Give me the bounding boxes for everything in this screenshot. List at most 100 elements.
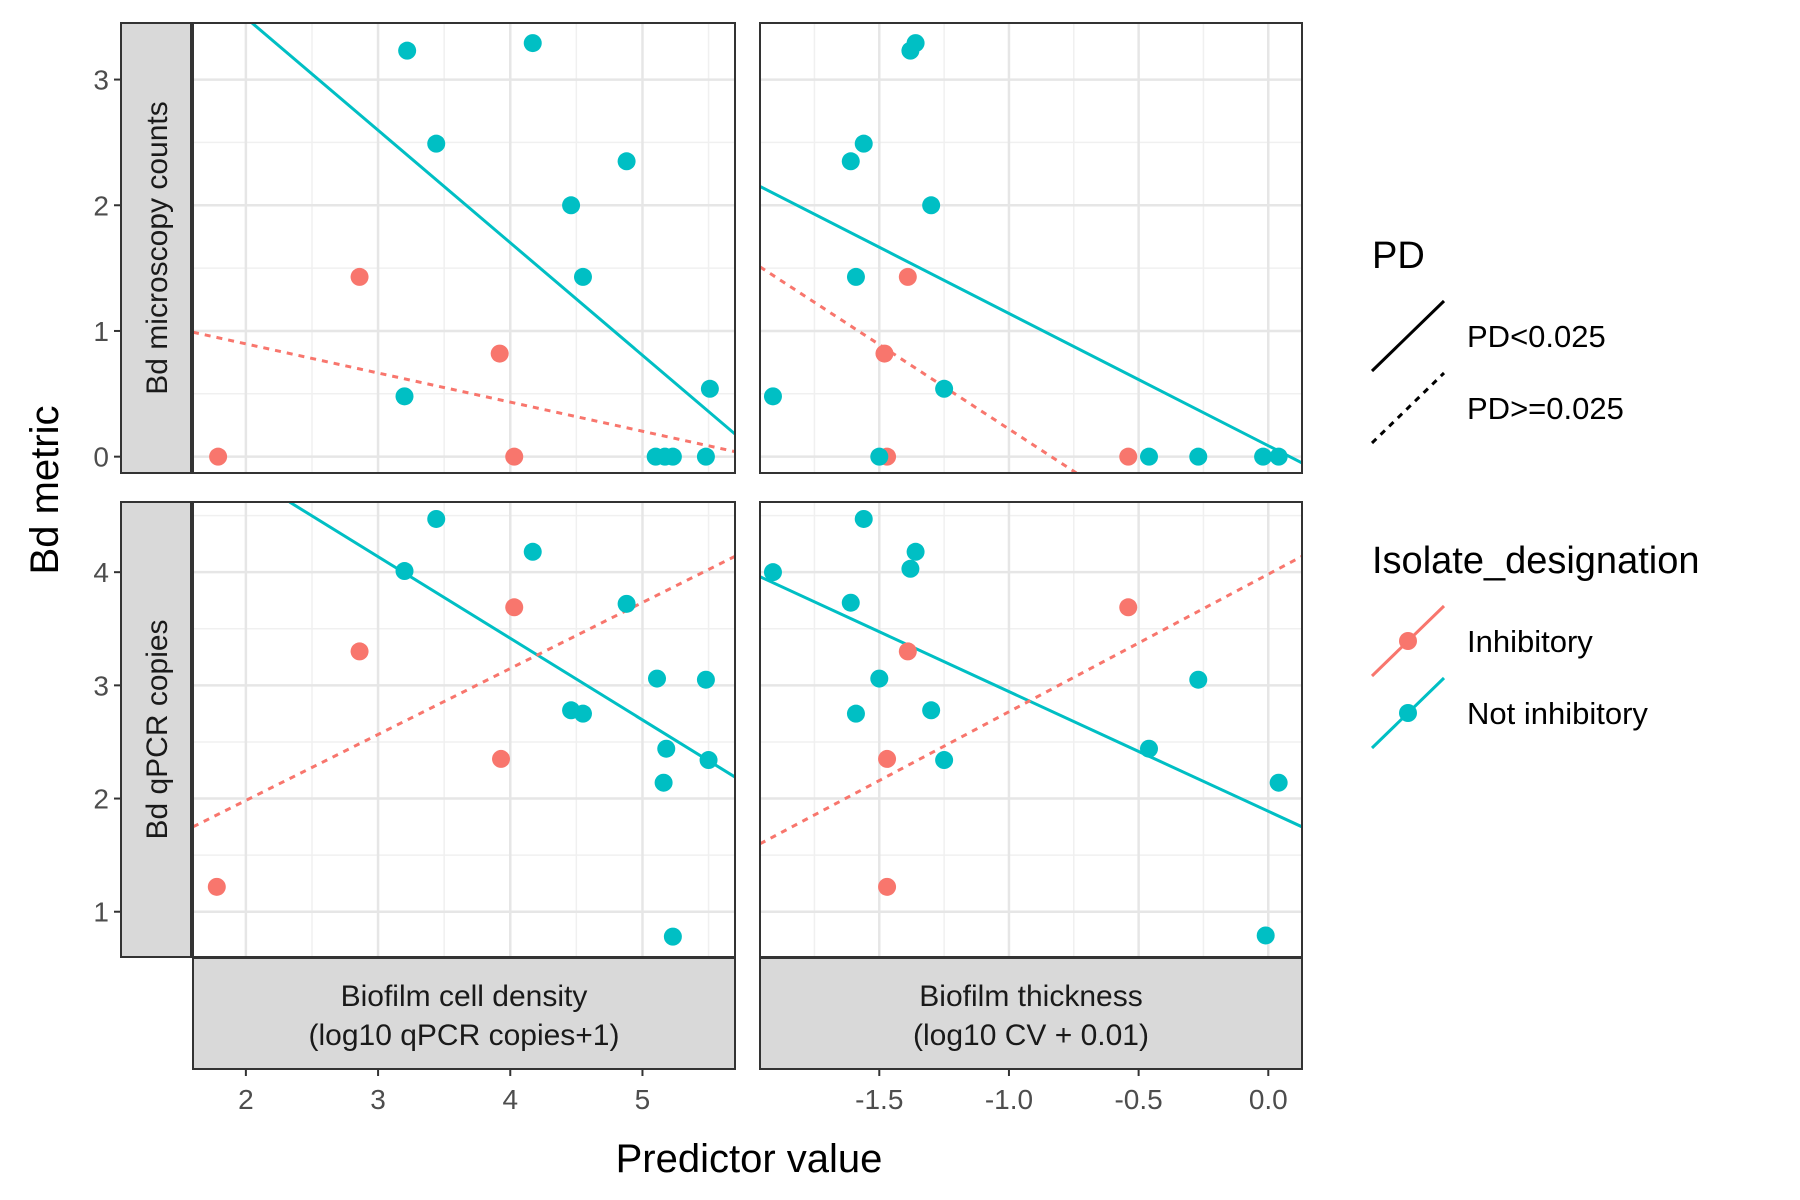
panel-r0c0	[192, 22, 736, 474]
point-not-inhibitory	[663, 447, 682, 466]
y-tick-label: 3	[93, 670, 109, 701]
fit-lines	[760, 185, 1302, 473]
panel-background	[760, 23, 1302, 473]
panels-layer	[192, 22, 1303, 958]
point-not-inhibitory	[395, 387, 414, 406]
x-tick-label: -1.0	[985, 1084, 1033, 1115]
point-not-inhibitory	[922, 701, 941, 720]
point-not-inhibitory	[763, 563, 782, 582]
y-axis-title: Bd metric	[23, 406, 67, 575]
point-inhibitory	[875, 344, 894, 363]
point-inhibitory	[492, 749, 511, 768]
point-not-inhibitory	[1269, 773, 1288, 792]
x-tick-label: 0.0	[1249, 1084, 1288, 1115]
y-tick-label: 2	[93, 190, 109, 221]
x-tick-label: 2	[238, 1084, 254, 1115]
point-not-inhibitory	[870, 669, 889, 688]
y-tick-label: 4	[93, 557, 109, 588]
x-tick-label: 5	[635, 1084, 651, 1115]
points	[209, 34, 719, 466]
point-not-inhibitory	[1139, 739, 1158, 758]
panel-r0c1	[759, 22, 1303, 474]
x-tick-label: -0.5	[1114, 1084, 1162, 1115]
point-inhibitory	[209, 447, 228, 466]
point-not-inhibitory	[398, 41, 417, 60]
legend-isolate-title: Isolate_designation	[1372, 540, 1699, 582]
legend-pd-solid-label: PD<0.025	[1467, 319, 1606, 354]
legend-not-inhibitory-label: Not inhibitory	[1467, 696, 1648, 731]
col-strip-label-line1: Biofilm thickness	[919, 980, 1142, 1013]
point-not-inhibitory	[763, 387, 782, 406]
fit-line-not-inhibitory-solid	[288, 502, 735, 779]
points	[207, 509, 718, 946]
col-strip-label-line2: (log10 qPCR copies+1)	[308, 1019, 619, 1052]
point-not-inhibitory	[1189, 447, 1208, 466]
fit-line-inhibitory-dashed	[193, 554, 735, 829]
point-inhibitory	[505, 447, 524, 466]
row-strip-bd-qpcr-copies: Bd qPCR copies	[120, 501, 193, 958]
point-not-inhibitory	[663, 927, 682, 946]
fit-lines	[760, 555, 1302, 846]
legend-pd-dashed-key	[1370, 371, 1446, 445]
point-not-inhibitory	[1256, 926, 1275, 945]
fit-line-inhibitory-dashed	[193, 330, 735, 454]
x-tick-label: 3	[370, 1084, 386, 1115]
row-strip-bd-microscopy-counts: Bd microscopy counts	[120, 22, 193, 474]
y-tick-label: 2	[93, 784, 109, 815]
point-not-inhibitory	[854, 509, 873, 528]
point-not-inhibitory	[696, 447, 715, 466]
legend-not-inhibitory-key-point	[1399, 704, 1417, 722]
col-strip-label-line2: (log10 CV + 0.01)	[913, 1019, 1149, 1052]
panel-r1c0	[192, 501, 736, 958]
y-tick-label: 3	[93, 65, 109, 96]
y-tick-label: 0	[93, 442, 109, 473]
point-inhibitory	[878, 749, 897, 768]
point-not-inhibitory	[523, 34, 542, 53]
point-inhibitory	[350, 642, 369, 661]
legend-inhibitory-label: Inhibitory	[1467, 624, 1593, 659]
panel-border	[759, 22, 1303, 474]
row-strip-label: Bd qPCR copies	[141, 619, 174, 839]
point-not-inhibitory	[573, 704, 592, 723]
point-not-inhibitory	[906, 542, 925, 561]
point-not-inhibitory	[648, 669, 667, 688]
panel-background	[193, 502, 735, 957]
x-tick-label: 4	[502, 1084, 518, 1115]
point-not-inhibitory	[922, 196, 941, 215]
col-strip-label-line1: Biofilm cell density	[341, 980, 588, 1013]
point-inhibitory	[505, 598, 524, 617]
point-not-inhibitory	[901, 559, 920, 578]
point-not-inhibitory	[870, 447, 889, 466]
point-not-inhibitory	[700, 379, 719, 398]
point-not-inhibitory	[696, 670, 715, 689]
point-not-inhibitory	[395, 562, 414, 581]
point-inhibitory	[898, 642, 917, 661]
panel-background	[760, 502, 1302, 957]
col-strip-0: Biofilm cell density (log10 qPCR copies+1…	[192, 957, 736, 1070]
point-not-inhibitory	[562, 196, 581, 215]
point-not-inhibitory	[906, 34, 925, 53]
fit-line-not-inhibitory-solid	[249, 23, 735, 436]
fit-lines	[193, 502, 735, 829]
y-tick-label: 1	[93, 897, 109, 928]
point-not-inhibitory	[427, 134, 446, 153]
point-not-inhibitory	[657, 739, 676, 758]
point-inhibitory	[207, 877, 226, 896]
point-inhibitory	[878, 877, 897, 896]
col-strip-background	[759, 957, 1303, 1070]
point-not-inhibitory	[1269, 447, 1288, 466]
point-not-inhibitory	[617, 594, 636, 613]
x-axis-title: Predictor value	[616, 1137, 883, 1181]
point-inhibitory	[1119, 447, 1138, 466]
point-not-inhibitory	[573, 267, 592, 286]
row-strip-background	[120, 22, 192, 474]
fit-lines	[193, 23, 735, 454]
x-tick-label: -1.5	[855, 1084, 903, 1115]
point-not-inhibitory	[846, 267, 865, 286]
y-tick-label: 1	[93, 316, 109, 347]
points	[763, 34, 1288, 466]
row-strip-label: Bd microscopy counts	[141, 101, 174, 394]
point-not-inhibitory	[427, 509, 446, 528]
point-not-inhibitory	[1189, 670, 1208, 689]
